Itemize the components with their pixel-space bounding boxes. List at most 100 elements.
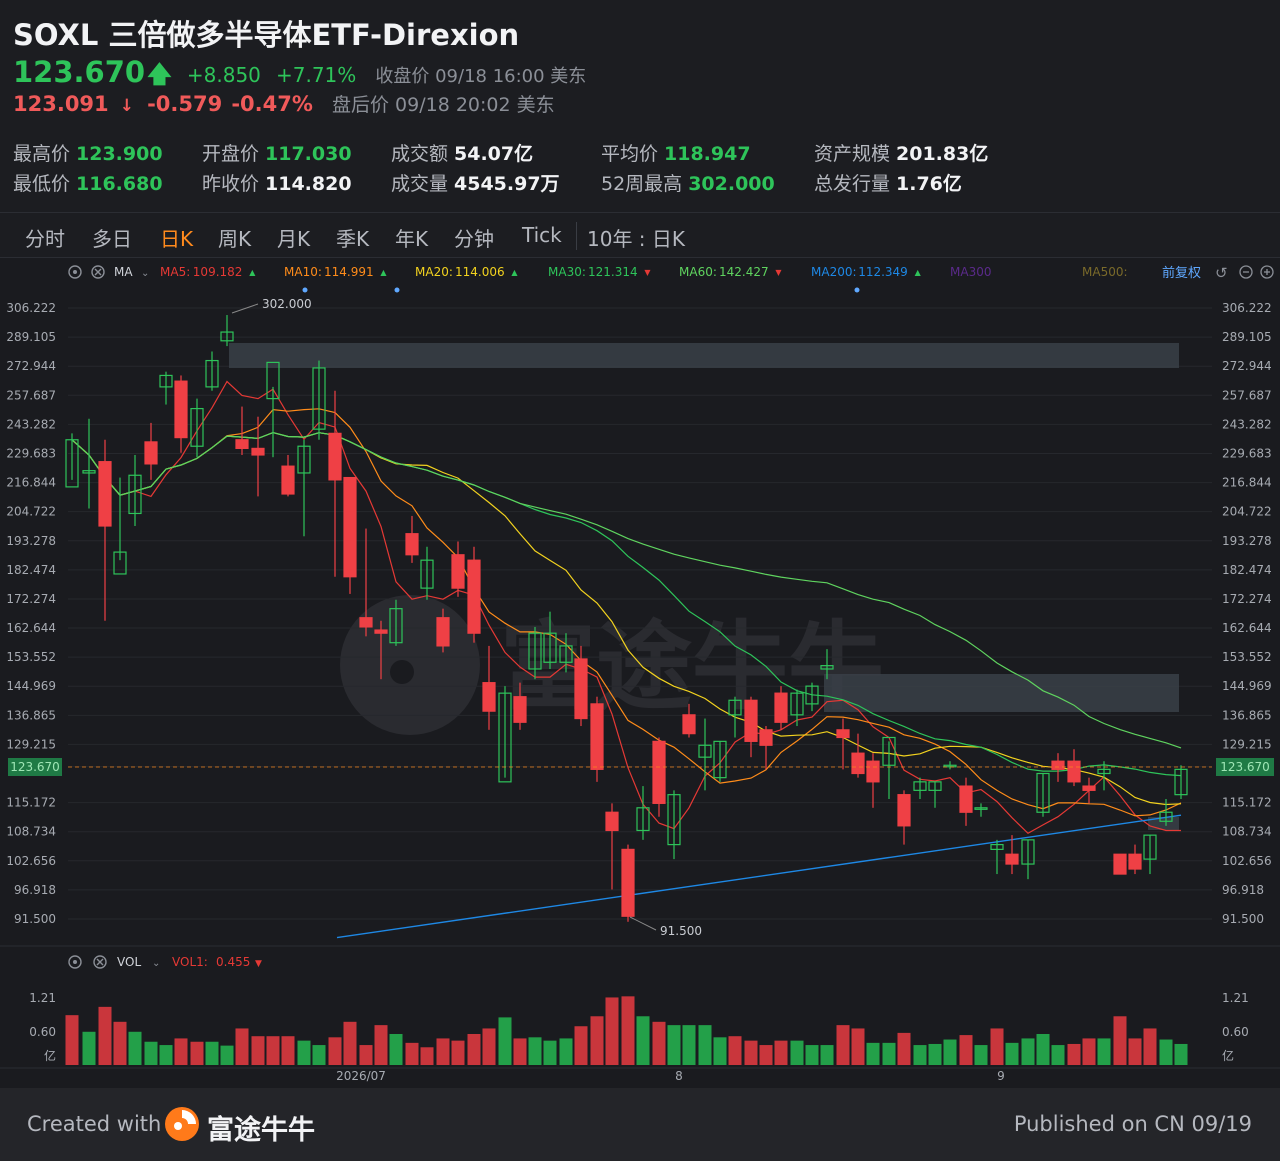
volume-bar bbox=[420, 1047, 434, 1065]
candle-down bbox=[467, 559, 481, 634]
vol-settings-gear-icon[interactable] bbox=[68, 955, 82, 969]
volume-bar bbox=[759, 1045, 773, 1065]
candle-down bbox=[405, 533, 419, 556]
volume-bar bbox=[251, 1036, 265, 1065]
volume-bar bbox=[744, 1040, 758, 1065]
volume-bar bbox=[235, 1028, 249, 1065]
vol1-value: 0.455 bbox=[216, 955, 250, 969]
vol-tick-label: 亿 bbox=[1222, 1048, 1234, 1063]
current-price-label-right: 123.670 bbox=[1220, 760, 1270, 774]
candle-down bbox=[866, 760, 880, 783]
undo-icon[interactable]: ↺ bbox=[1215, 264, 1228, 282]
candle-up bbox=[636, 807, 650, 832]
candle-down bbox=[759, 729, 773, 746]
volume-bar bbox=[1174, 1043, 1188, 1065]
watermark-text: 富途牛牛 bbox=[500, 611, 884, 723]
ma-label: MA bbox=[114, 265, 133, 279]
volume-bar bbox=[990, 1028, 1004, 1065]
low-label: 91.500 bbox=[660, 924, 702, 938]
ma-item-value: 114.006 bbox=[455, 265, 505, 279]
candle-down bbox=[959, 785, 973, 813]
candle-up bbox=[1036, 772, 1050, 813]
tab-monthly-k[interactable]: 月K bbox=[277, 227, 311, 251]
volume-bar bbox=[851, 1028, 865, 1065]
candle-up bbox=[128, 474, 142, 515]
ma5-line bbox=[71, 380, 1181, 835]
y-tick-label: 193.278 bbox=[6, 534, 56, 548]
candle-down bbox=[144, 441, 158, 465]
adjust-mode-button[interactable]: 前复权 bbox=[1162, 265, 1201, 281]
tab-tick[interactable]: Tick bbox=[522, 223, 562, 247]
volume-bars: 1.21 1.21 0.60 0.60 亿 亿 bbox=[29, 991, 1249, 1065]
tab-separator bbox=[576, 222, 577, 250]
last-price: 123.670 bbox=[13, 55, 146, 89]
after-hours-change: -0.579 bbox=[147, 92, 223, 116]
close-time-label: 收盘价 09/18 16:00 美东 bbox=[375, 66, 587, 87]
y-tick-label: 144.969 bbox=[6, 679, 56, 693]
candle-down bbox=[621, 848, 635, 917]
event-marker bbox=[854, 287, 860, 293]
candle-down bbox=[774, 692, 788, 723]
tab-timeshare[interactable]: 分时 bbox=[25, 227, 65, 251]
y-tick-label: 108.734 bbox=[6, 825, 56, 839]
high-marker-line bbox=[231, 303, 259, 314]
candle-down bbox=[513, 696, 527, 723]
candle-down bbox=[281, 465, 295, 495]
vol1-arrow-icon: ▼ bbox=[255, 959, 262, 969]
ma-item-name: MA300 bbox=[950, 265, 991, 279]
volume-bar bbox=[451, 1040, 465, 1065]
vol-close-icon[interactable] bbox=[93, 955, 107, 969]
published-label: Published on CN 09/19 bbox=[1013, 1112, 1252, 1136]
y-tick-label: 257.687 bbox=[6, 388, 56, 402]
volume-bar bbox=[698, 1025, 712, 1065]
candle-up bbox=[667, 794, 681, 846]
volume-bar bbox=[820, 1045, 834, 1065]
after-hours-price: 123.091 bbox=[13, 92, 109, 116]
tab-10y-daily[interactable]: 10年 : 日K bbox=[587, 227, 686, 251]
volume-bar bbox=[574, 1026, 588, 1065]
candle-up bbox=[1021, 839, 1035, 865]
candle-up bbox=[928, 781, 942, 791]
vol-dropdown-chevron-icon[interactable]: ⌄ bbox=[152, 958, 160, 969]
volume-bar bbox=[389, 1033, 403, 1065]
y-tick-label: 172.274 bbox=[1222, 592, 1272, 606]
candle-down bbox=[574, 658, 588, 720]
tab-yearly-k[interactable]: 年K bbox=[395, 227, 429, 251]
tab-weekly-k[interactable]: 周K bbox=[218, 227, 252, 251]
created-with-label: Created with bbox=[27, 1112, 162, 1136]
y-tick-label: 129.215 bbox=[6, 737, 56, 751]
down-arrow-icon: ↓ bbox=[119, 96, 134, 116]
chart-area[interactable]: 富途牛牛 306.222 306.222 289.105 289.105 272.944… bbox=[0, 258, 1280, 1088]
close-icon[interactable] bbox=[91, 265, 105, 279]
y-tick-label: 136.865 bbox=[6, 708, 56, 722]
volume-bar bbox=[1143, 1028, 1157, 1065]
volume-bar bbox=[498, 1017, 512, 1065]
kline-chart[interactable]: 富途牛牛 306.222 306.222 289.105 289.105 272.944… bbox=[0, 258, 1280, 1088]
volume-bar bbox=[174, 1038, 188, 1065]
candle-up bbox=[159, 374, 173, 388]
settings-gear-icon[interactable] bbox=[68, 265, 82, 279]
y-tick-label: 108.734 bbox=[1222, 825, 1272, 839]
y-tick-label: 306.222 bbox=[6, 301, 56, 315]
candles bbox=[65, 315, 1188, 922]
zoom-out-icon[interactable] bbox=[1239, 265, 1253, 279]
ma-item-arrow-icon: ▼ bbox=[644, 268, 651, 277]
ma-dropdown-chevron-icon[interactable]: ⌄ bbox=[141, 268, 149, 279]
ma-item-value: 112.349 bbox=[858, 265, 908, 279]
zoom-in-icon[interactable] bbox=[1260, 265, 1274, 279]
y-tick-label: 229.683 bbox=[6, 446, 56, 460]
stat-volume: 成交量 4545.97万 bbox=[391, 173, 560, 195]
candle-up bbox=[498, 692, 512, 783]
tab-quarterly-k[interactable]: 季K bbox=[336, 227, 370, 251]
footer: Created with 富途牛牛 Published on CN 09/19 bbox=[0, 1088, 1280, 1161]
stat-avg-price: 平均价 118.947 bbox=[601, 143, 751, 165]
candle-down bbox=[174, 380, 188, 439]
volume-bar bbox=[82, 1031, 96, 1065]
tab-multi-day[interactable]: 多日 bbox=[92, 227, 132, 251]
candle-down bbox=[359, 617, 373, 628]
candle-down bbox=[1067, 760, 1081, 783]
candle-down bbox=[652, 740, 666, 804]
candle-down bbox=[436, 617, 450, 647]
tab-daily-k[interactable]: 日K bbox=[160, 227, 194, 251]
tab-minute[interactable]: 分钟 bbox=[454, 227, 494, 251]
